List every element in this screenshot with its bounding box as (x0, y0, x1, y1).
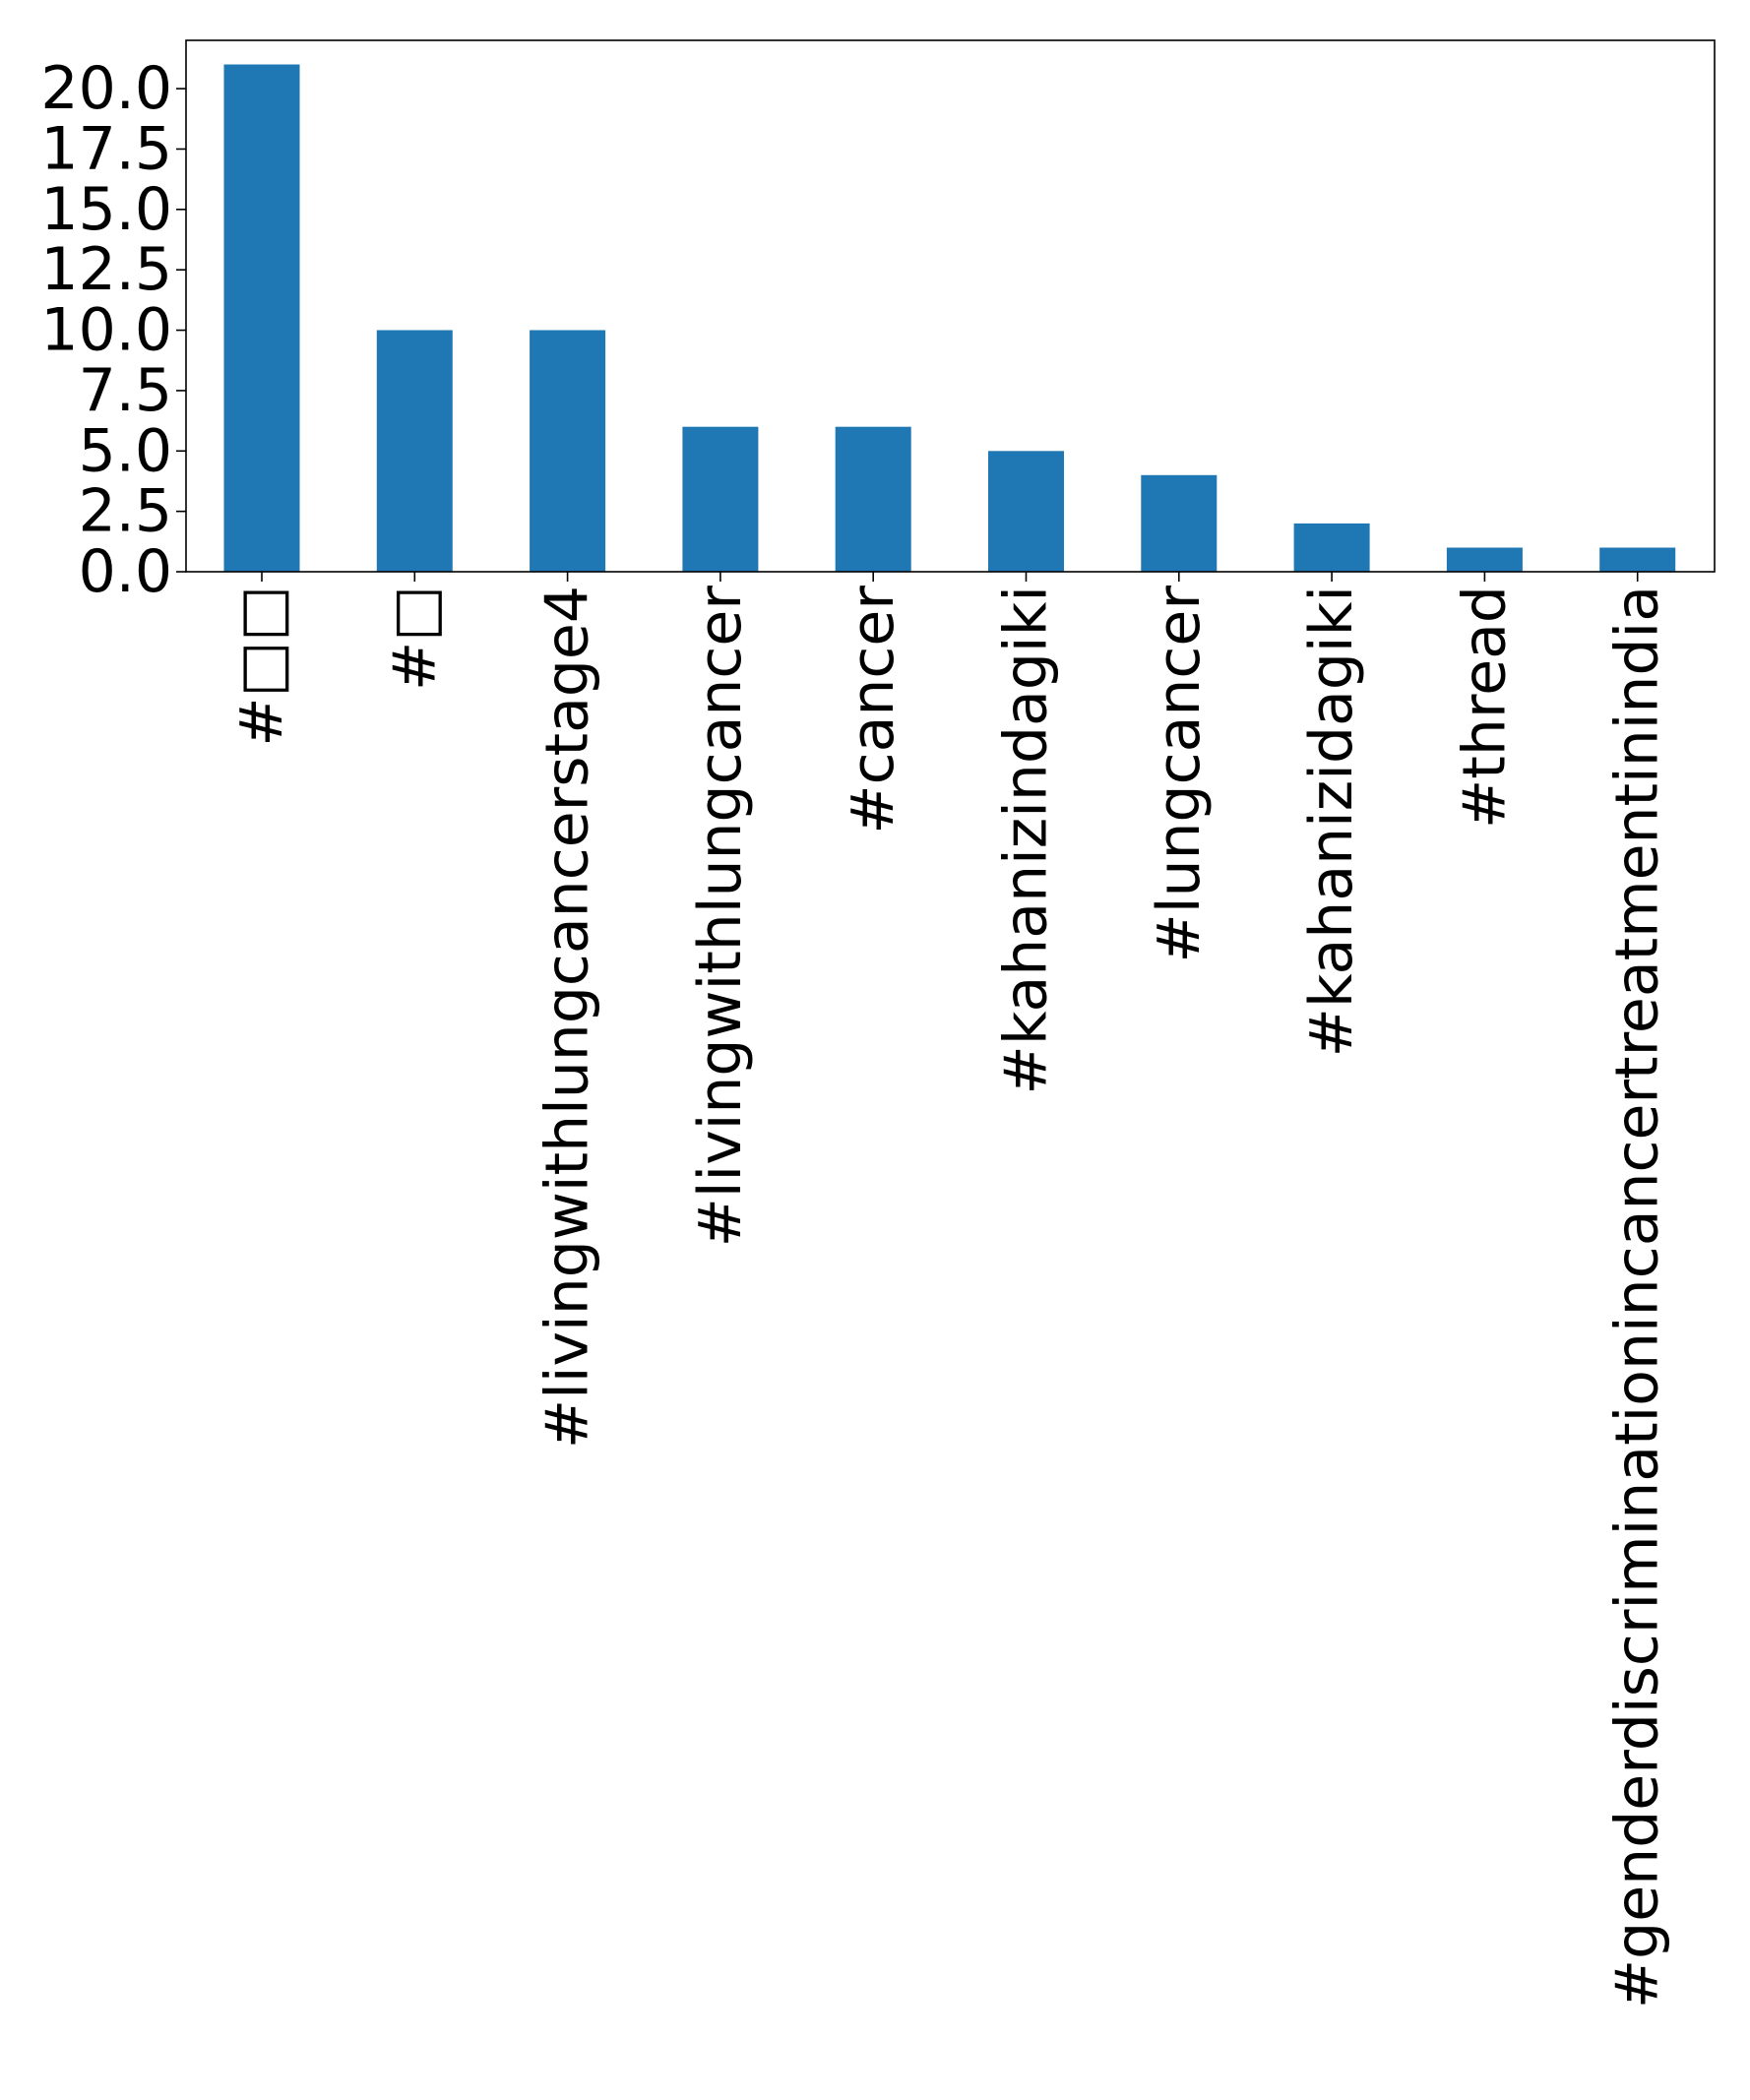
y-tick-label-7: 17.5 (40, 114, 172, 183)
x-tick-label-3: #livingwithlungcancer (686, 586, 755, 1248)
y-tick-label-0: 0.0 (79, 537, 172, 606)
bar-1 (376, 330, 453, 572)
x-tick-label-6: #lungcancer (1145, 586, 1214, 963)
bar-6 (1141, 474, 1218, 572)
x-tick-label-4: #cancer (839, 586, 907, 834)
bar-5 (988, 451, 1064, 572)
bars-layer (223, 64, 1676, 572)
y-axis: 0.02.55.07.510.012.515.017.520.0 (40, 54, 186, 606)
y-tick-label-8: 20.0 (40, 54, 172, 123)
y-tick-label-6: 15.0 (40, 175, 172, 244)
x-tick-label-5: #kahanizindagiki (992, 586, 1061, 1094)
y-tick-label-4: 10.0 (40, 296, 172, 365)
bar-7 (1293, 523, 1370, 572)
bar-0 (223, 64, 300, 572)
bar-3 (682, 426, 759, 572)
x-axis: #□□ #□ #livingwithlungcancerstage4 #livingw… (227, 572, 1672, 2008)
y-tick-label-1: 2.5 (79, 477, 172, 546)
y-tick-label-3: 7.5 (79, 356, 172, 425)
bar-2 (530, 330, 606, 572)
x-tick-label-2: #livingwithlungcancerstage4 (533, 586, 602, 1449)
y-tick-label-2: 5.0 (79, 416, 172, 485)
bar-8 (1446, 547, 1523, 572)
plot-frame (185, 39, 1716, 573)
y-tick-label-5: 12.5 (40, 235, 172, 304)
x-tick-label-7: #kahanizidagiki (1297, 586, 1366, 1057)
x-tick-label-1: #□ (380, 586, 449, 691)
bar-9 (1599, 547, 1676, 572)
x-tick-label-9: #genderdiscriminationincancertreatmentin… (1603, 586, 1672, 2008)
x-tick-label-8: #thread (1450, 586, 1519, 829)
x-tick-label-0: #□□ (227, 586, 296, 747)
bar-4 (835, 426, 911, 572)
